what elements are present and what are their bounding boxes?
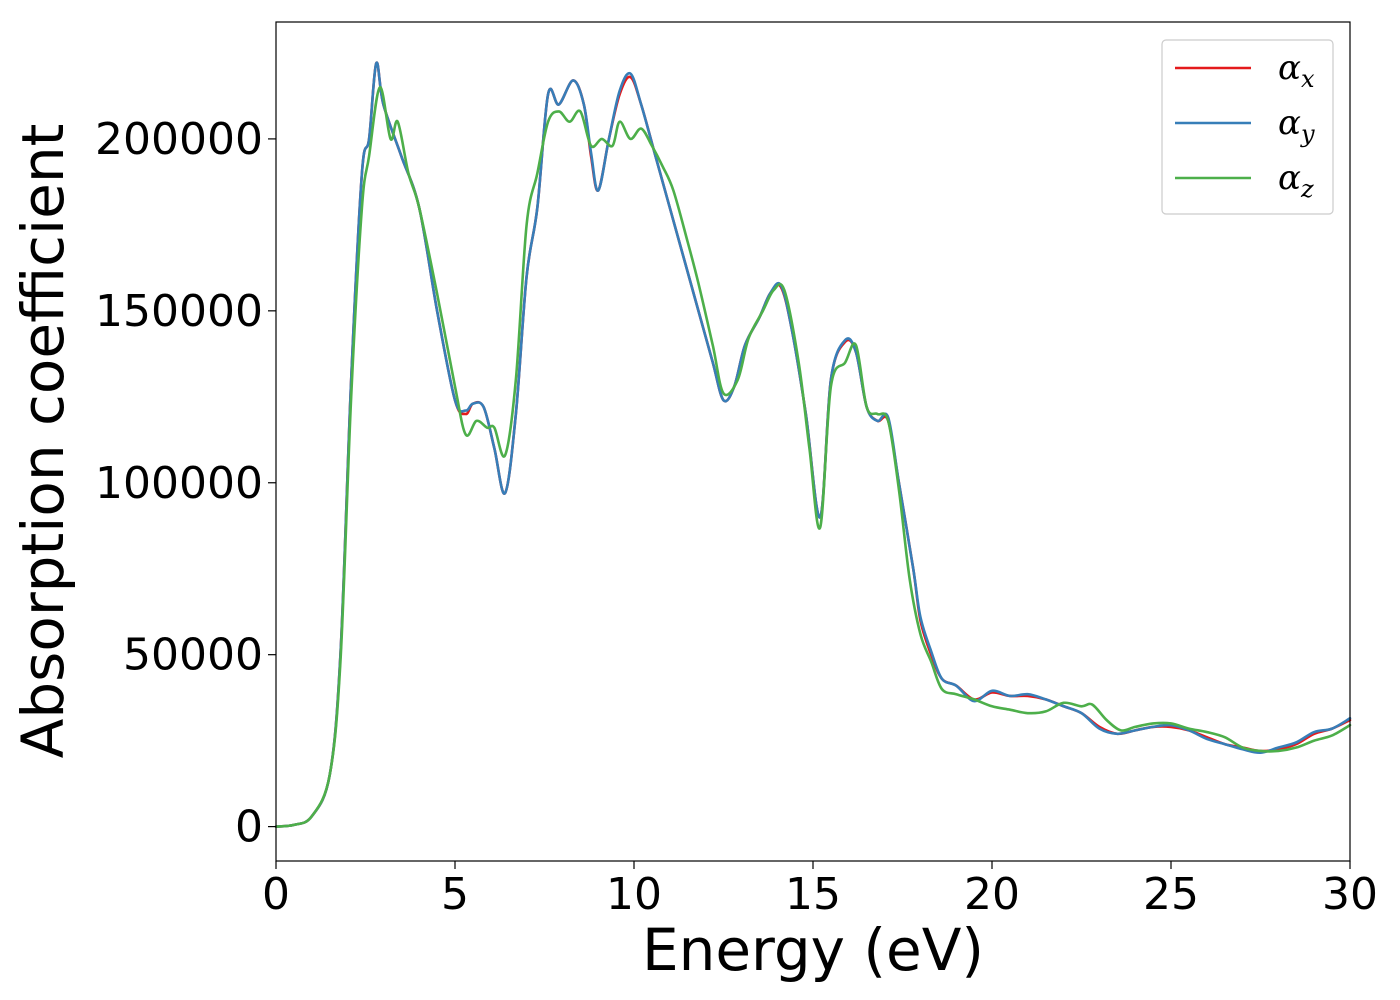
x-axis-title: Energy (eV) [642,916,984,984]
x-tick-label: 5 [441,869,469,920]
y-axis: 0 50000 100000 150000 200000 [95,114,276,853]
legend: αx αy αz [1161,39,1334,215]
x-tick-label: 0 [262,869,290,920]
y-tick-label: 50000 [123,630,263,681]
x-axis: 0 5 10 15 20 25 30 [262,861,1378,920]
series-line-z [274,86,1352,828]
y-tick-label: 0 [235,802,263,853]
y-tick-label: 200000 [95,114,263,165]
legend-label-y: αy [1278,103,1315,148]
y-axis-title: Absorption coefficient [9,124,77,759]
y-tick-label: 150000 [95,286,263,337]
y-tick-label: 100000 [95,458,263,509]
x-tick-label: 10 [606,869,662,920]
x-tick-label: 30 [1322,869,1378,920]
legend-label-x: αx [1278,48,1315,93]
x-tick-label: 25 [1143,869,1199,920]
legend-box [1161,39,1334,215]
series-lines [274,61,1352,828]
x-tick-label: 15 [785,869,841,920]
legend-label-z: αz [1278,158,1314,203]
x-tick-label: 20 [964,869,1020,920]
series-line-y [274,61,1352,828]
